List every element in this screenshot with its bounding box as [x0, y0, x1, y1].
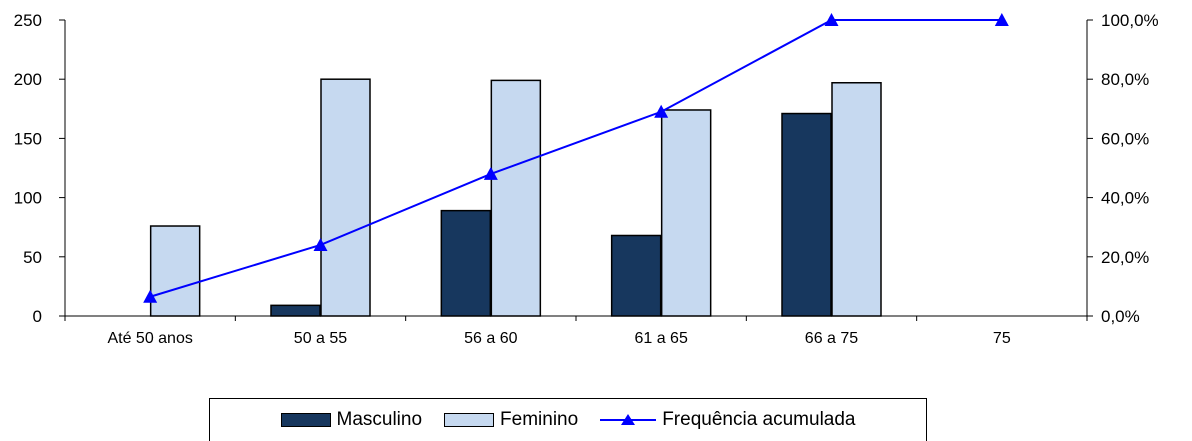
chart-line	[143, 13, 1009, 303]
x-tick-label: 50 a 55	[294, 330, 347, 347]
legend-label-masculino: Masculino	[336, 409, 423, 430]
point-frequencia-acumulada	[824, 13, 839, 26]
chart-legend: Masculino Feminino Frequência acumulada	[209, 398, 927, 441]
bar-feminino	[149, 225, 201, 317]
bar-masculino	[610, 234, 662, 317]
chart-bars	[149, 78, 882, 317]
legend-swatch-feminino	[444, 413, 495, 427]
chart-axes	[59, 19, 1093, 321]
y-left-tick-label: 0	[33, 307, 42, 326]
bar-feminino	[660, 109, 712, 317]
x-tick-label: 56 a 60	[464, 330, 517, 347]
bar-feminino	[490, 79, 542, 317]
x-tick-label: 75	[993, 330, 1011, 347]
line-frequencia-acumulada	[149, 19, 1002, 298]
x-tick-label: Até 50 anos	[107, 330, 192, 347]
y-left-tick-label: 150	[14, 129, 42, 148]
point-frequencia-acumulada	[313, 237, 328, 251]
y-right-tick-label: 100,0%	[1101, 11, 1159, 30]
y-right-tick-label: 20,0%	[1101, 248, 1149, 267]
bar-masculino	[270, 304, 321, 317]
legend-label-frequencia: Frequência acumulada	[662, 409, 856, 430]
bar-masculino	[440, 209, 492, 317]
y-right-tick-label: 0,0%	[1101, 307, 1140, 326]
point-frequencia-acumulada	[994, 13, 1009, 26]
bar-feminino	[831, 82, 882, 317]
point-frequencia-acumulada	[483, 166, 498, 180]
y-right-tick-label: 40,0%	[1101, 189, 1149, 208]
y-right-tick-label: 60,0%	[1101, 129, 1149, 148]
x-tick-label: 61 a 65	[634, 330, 687, 347]
point-frequencia-acumulada	[654, 104, 669, 118]
legend-swatch-masculino	[280, 413, 331, 427]
y-right-tick-label: 80,0%	[1101, 70, 1149, 89]
point-frequencia-acumulada	[143, 289, 158, 303]
legend-item-feminino: Feminino	[444, 409, 578, 431]
y-left-tick-label: 200	[14, 70, 42, 89]
x-tick-label: 66 a 75	[805, 330, 858, 347]
legend-item-masculino: Masculino	[280, 409, 423, 431]
y-left-tick-label: 250	[14, 11, 42, 30]
legend-item-frequencia: Frequência acumulada	[600, 409, 856, 431]
chart-labels: 0 50 100 150 200 250 0,0% 20,0% 40,0% 60,0% 80,0% 1…	[14, 11, 1159, 347]
y-left-tick-label: 50	[23, 248, 42, 267]
y-left-tick-label: 100	[14, 189, 42, 208]
bar-feminino	[320, 78, 371, 317]
legend-label-feminino: Feminino	[500, 409, 579, 430]
bar-masculino	[781, 112, 832, 317]
legend-line-frequencia	[600, 414, 657, 425]
chart-canvas: 0 50 100 150 200 250 0,0% 20,0% 40,0% 60,0% 80,0% 1…	[14, 11, 1159, 347]
